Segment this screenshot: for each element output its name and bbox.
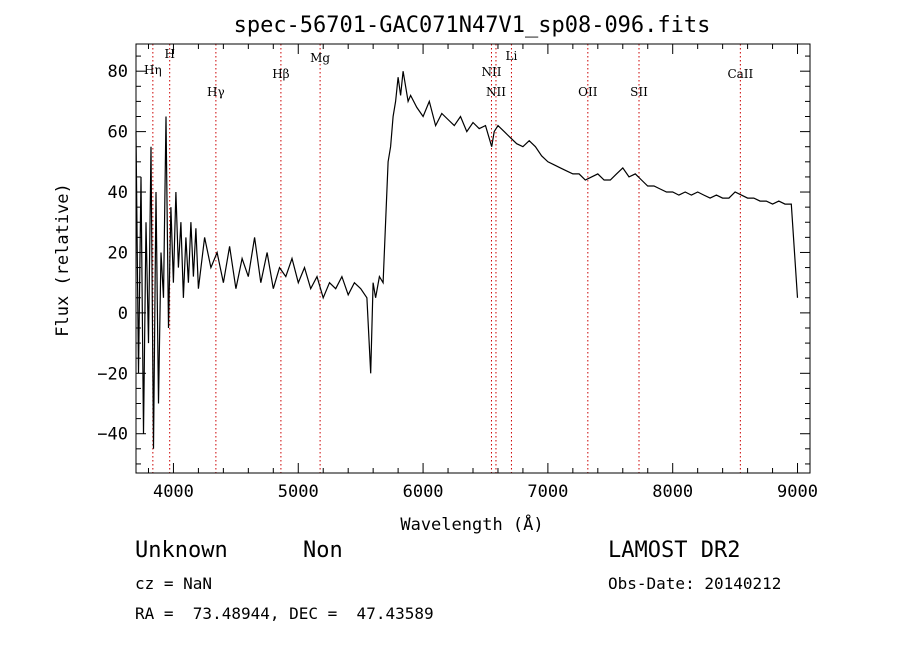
line-label: Hη [144, 63, 162, 77]
line-label: Mg [310, 51, 330, 65]
obs-date: Obs-Date: 20140212 [608, 574, 782, 593]
y-axis: −40 −20 0 20 40 60 80 [97, 55, 810, 465]
line-label: SII [630, 85, 648, 99]
class-label: Unknown [135, 538, 228, 563]
line-label: Hβ [272, 67, 289, 81]
spectral-line-markers: HηH Hγ Hβ Mg NII NII Li OII SII CaII [144, 44, 754, 473]
x-tick-label: 6000 [403, 482, 444, 502]
y-tick-label: 60 [108, 123, 128, 143]
x-tick-label: 4000 [153, 482, 194, 502]
x-tick-label: 8000 [652, 482, 693, 502]
survey-label: LAMOST DR2 [608, 538, 741, 563]
line-label: Hγ [207, 85, 225, 99]
line-label: H [164, 47, 174, 61]
line-label: Li [506, 49, 518, 63]
line-label: NII [481, 65, 501, 79]
cz-value: cz = NaN [135, 574, 213, 593]
line-label: NII [486, 85, 506, 99]
line-label: CaII [727, 67, 753, 81]
y-tick-label: 40 [108, 183, 128, 203]
spectrum-series [135, 71, 799, 449]
y-tick-label: −40 [97, 425, 128, 445]
line-label: OII [578, 85, 598, 99]
x-tick-label: 7000 [527, 482, 568, 502]
y-tick-label: 0 [118, 304, 128, 324]
y-axis-label: Flux (relative) [53, 183, 73, 337]
x-axis: 4000 5000 6000 7000 8000 9000 [147, 44, 818, 502]
subclass-label: Non [303, 538, 343, 563]
coordinates: RA = 73.48944, DEC = 47.43589 [135, 604, 434, 623]
x-tick-label: 9000 [777, 482, 818, 502]
y-tick-label: 20 [108, 243, 128, 263]
y-tick-label: −20 [97, 364, 128, 384]
chart-title: spec-56701-GAC071N47V1_sp08-096.fits [234, 13, 711, 38]
y-tick-label: 80 [108, 62, 128, 82]
plot-frame [135, 43, 811, 474]
x-axis-label: Wavelength (Å) [400, 513, 543, 535]
x-tick-label: 5000 [278, 482, 319, 502]
